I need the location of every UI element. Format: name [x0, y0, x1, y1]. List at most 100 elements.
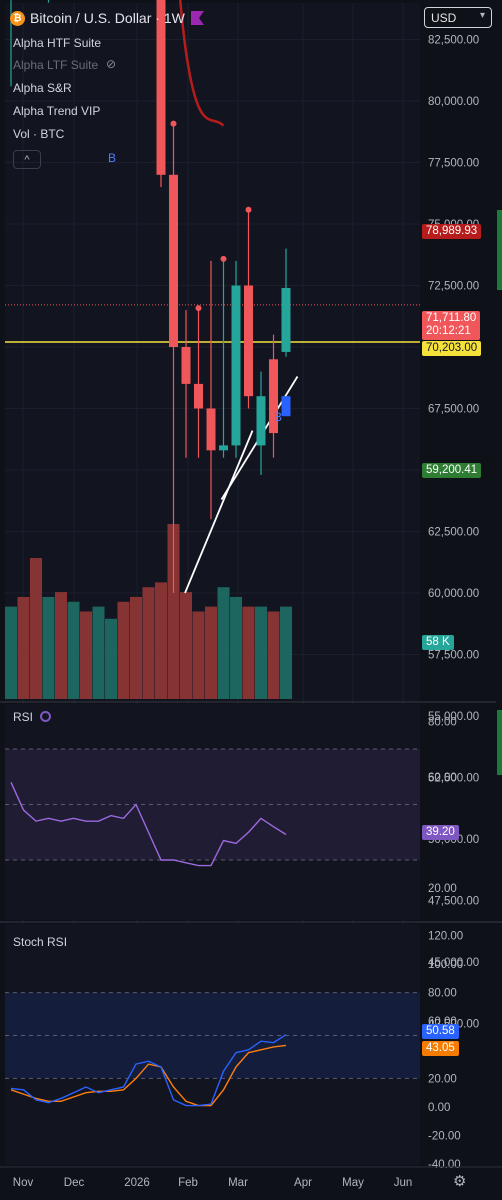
volume-bar — [17, 596, 30, 699]
trend-line-lower — [184, 430, 254, 594]
stoch-d-tag: 43.05 — [422, 1041, 459, 1056]
symbol-header[interactable]: ₿ Bitcoin / U.S. Dollar · 1W — [10, 7, 204, 29]
price-tick-label: 55,000.00 — [428, 711, 479, 723]
last-price-tag: 71,711.80 20:12:21 — [422, 311, 481, 340]
stoch-d-line — [10, 1044, 287, 1107]
volume-bar — [192, 611, 205, 699]
price-tick-label: 80,000.00 — [428, 96, 479, 108]
volume-bar — [155, 582, 167, 699]
volume-bar — [142, 587, 155, 699]
rsi-tick-label: 80.00 — [428, 716, 457, 728]
price-tick-label: 47,500.00 — [428, 895, 479, 907]
time-axis-label: 2026 — [124, 1177, 150, 1189]
candle-body — [219, 445, 228, 451]
low-level-tag: 59,200.41 — [422, 463, 482, 478]
volume-bar — [267, 611, 280, 699]
rsi-pane-title: RSI — [13, 710, 34, 724]
volume-bar — [55, 592, 67, 699]
right-edge-bar — [497, 710, 502, 775]
stoch-tick-label: 80.00 — [428, 988, 457, 1000]
stoch-tick-label: -40.00 — [428, 1159, 461, 1171]
volume-bar — [180, 592, 192, 699]
volume-bar — [105, 618, 117, 699]
candle-body — [156, 0, 166, 175]
volume-bar — [130, 596, 142, 699]
volume-bar — [42, 596, 55, 699]
price-tick-label: 82,500.00 — [428, 34, 479, 46]
candle-body — [231, 285, 241, 446]
volume-bar — [80, 611, 92, 699]
price-tick-label: 60,000.00 — [428, 588, 479, 600]
currency-select[interactable]: USD ▾ — [424, 7, 492, 28]
bitcoin-icon: ₿ — [10, 10, 25, 26]
signal-dot — [245, 206, 252, 213]
volume-bar — [92, 606, 105, 699]
time-axis-label: Jun — [394, 1177, 413, 1189]
countdown-value: 20:12:21 — [426, 325, 471, 337]
indicator-alpha-htf-suite[interactable]: Alpha HTF Suite — [13, 36, 102, 50]
time-axis-label: Feb — [178, 1177, 198, 1189]
time-axis-label: Nov — [13, 1177, 34, 1189]
price-tick-label: 62,500.00 — [428, 526, 479, 538]
volume-bar — [242, 606, 255, 699]
hidden-eye-icon[interactable]: ⊘ — [106, 57, 117, 71]
volume-bar — [117, 601, 130, 699]
volume-bar — [67, 601, 80, 699]
stoch-rsi-pane-title: Stoch RSI — [13, 935, 68, 949]
candle-body — [206, 408, 216, 451]
time-axis-label: Dec — [64, 1177, 85, 1189]
indicator-volume[interactable]: Vol · BTC — [13, 127, 65, 141]
rsi-value-tag: 39.20 — [422, 825, 459, 840]
time-axis-label: Mar — [228, 1177, 248, 1189]
signal-dot — [220, 255, 227, 262]
volume-bar — [230, 596, 242, 699]
stoch-tick-label: 120.00 — [428, 930, 463, 942]
volume-tag: 58 K — [422, 635, 454, 650]
stoch-k-tag: 50.58 — [422, 1024, 459, 1039]
stoch-tick-label: 100.00 — [428, 959, 463, 971]
stoch-tick-label: -20.00 — [428, 1131, 461, 1143]
volume-bar — [255, 606, 267, 699]
rsi-tick-label: 60.00 — [428, 772, 457, 784]
settings-gear-icon[interactable]: ⚙ — [453, 1173, 467, 1190]
time-axis-label: May — [342, 1177, 364, 1189]
volume-bar — [5, 606, 17, 699]
indicator-alpha-trend-vip[interactable]: Alpha Trend VIP — [13, 104, 101, 118]
price-tick-label: 72,500.00 — [428, 280, 479, 292]
price-tick-label: 77,500.00 — [428, 157, 479, 169]
price-tick-label: 52,500.00 — [428, 772, 479, 784]
ma-value-tag: 78,989.93 — [422, 224, 482, 239]
volume-bar — [205, 606, 217, 699]
candle-body — [194, 383, 203, 409]
chevron-down-icon: ▾ — [479, 10, 485, 21]
price-tick-label: 67,500.00 — [428, 403, 479, 415]
ma-line — [178, 0, 225, 127]
price-tick-label: 57,500.00 — [428, 649, 479, 661]
time-axis-label: Apr — [294, 1177, 312, 1189]
candle-body — [269, 359, 278, 434]
candle-body — [169, 174, 178, 347]
indicator-alpha-ltf-suite[interactable]: Alpha LTF Suite — [13, 58, 99, 72]
indicator-alpha-sr[interactable]: Alpha S&R — [13, 81, 72, 95]
stoch-tick-label: 0.00 — [428, 1102, 450, 1114]
right-edge — [496, 210, 502, 780]
volume-bar — [280, 606, 292, 699]
symbol-title[interactable]: Bitcoin / U.S. Dollar · 1W — [30, 10, 185, 26]
stoch-tick-label: 20.00 — [428, 1073, 457, 1085]
last-price-value: 71,711.80 — [426, 312, 477, 324]
collapse-legend-button[interactable]: ^ — [13, 150, 41, 169]
level-line-tag: 70,203.00 — [422, 341, 482, 356]
signal-dot — [170, 120, 177, 127]
flag-icon[interactable] — [190, 11, 204, 25]
candle-body — [244, 285, 253, 397]
volume-bar — [167, 524, 180, 699]
rsi-pane-bg — [5, 704, 420, 920]
rsi-tick-label: 20.00 — [428, 883, 457, 895]
buy-signal-label: B — [108, 151, 116, 165]
buy-signal-label: B — [274, 410, 282, 424]
rsi-line — [10, 782, 287, 867]
stoch-pane-bg — [5, 924, 420, 1165]
currency-label: USD — [431, 10, 457, 25]
stoch-k-line — [10, 1034, 287, 1107]
